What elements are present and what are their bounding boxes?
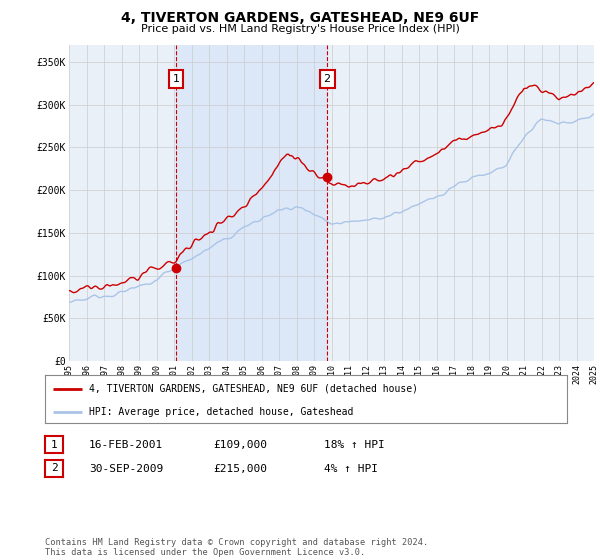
Text: HPI: Average price, detached house, Gateshead: HPI: Average price, detached house, Gate… (89, 407, 354, 417)
Text: 30-SEP-2009: 30-SEP-2009 (89, 464, 163, 474)
Text: 4, TIVERTON GARDENS, GATESHEAD, NE9 6UF (detached house): 4, TIVERTON GARDENS, GATESHEAD, NE9 6UF … (89, 384, 418, 394)
Text: £215,000: £215,000 (213, 464, 267, 474)
Text: 4, TIVERTON GARDENS, GATESHEAD, NE9 6UF: 4, TIVERTON GARDENS, GATESHEAD, NE9 6UF (121, 11, 479, 25)
Text: 4% ↑ HPI: 4% ↑ HPI (324, 464, 378, 474)
Text: 18% ↑ HPI: 18% ↑ HPI (324, 440, 385, 450)
Text: 1: 1 (50, 440, 58, 450)
Text: 1: 1 (173, 74, 179, 84)
Text: 2: 2 (323, 74, 331, 84)
Text: £109,000: £109,000 (213, 440, 267, 450)
Text: 16-FEB-2001: 16-FEB-2001 (89, 440, 163, 450)
Bar (176, 45, 327, 361)
Text: 2: 2 (50, 463, 58, 473)
Text: Price paid vs. HM Land Registry's House Price Index (HPI): Price paid vs. HM Land Registry's House … (140, 24, 460, 34)
Text: Contains HM Land Registry data © Crown copyright and database right 2024.
This d: Contains HM Land Registry data © Crown c… (45, 538, 428, 557)
